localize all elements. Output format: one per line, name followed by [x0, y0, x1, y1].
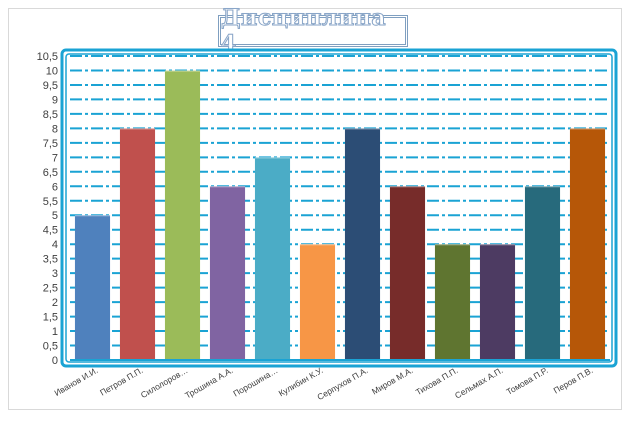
y-tick-label: 10,5	[37, 51, 58, 63]
plot-frame-inner	[65, 53, 613, 363]
bar	[74, 215, 111, 360]
x-tick-label: Силолоров…	[139, 365, 190, 400]
bar	[344, 128, 381, 360]
bar	[209, 186, 246, 360]
chart-title-box: Дисциплина 4	[218, 5, 408, 58]
y-tick-label: 2	[52, 297, 58, 309]
x-tick-label: Перов П.В.	[552, 365, 595, 395]
bar	[479, 244, 516, 360]
y-tick-label: 0,5	[43, 341, 58, 353]
y-tick-label: 3	[52, 268, 58, 280]
x-tick-label: Порошина…	[231, 365, 279, 399]
y-tick-label: 4,5	[43, 225, 58, 237]
x-tick-label: Миров М.А.	[370, 365, 415, 396]
y-tick-label: 6	[52, 181, 58, 193]
bar	[434, 244, 471, 360]
y-tick-label: 1,5	[43, 312, 58, 324]
x-tick-label: Трошина А.А.	[183, 365, 234, 400]
bar	[569, 128, 606, 360]
y-tick-label: 3,5	[43, 254, 58, 266]
bar	[119, 128, 156, 360]
y-tick-label: 10	[46, 65, 58, 77]
y-tick-label: 9,5	[43, 80, 58, 92]
y-tick-label: 1	[52, 326, 58, 338]
y-tick-label: 9	[52, 94, 58, 106]
bar	[389, 186, 426, 360]
bar	[299, 244, 336, 360]
y-tick-label: 0	[52, 355, 58, 367]
bar	[164, 70, 201, 360]
y-tick-label: 8,5	[43, 109, 58, 121]
x-tick-label: Сельмах А.П.	[453, 365, 504, 400]
bar	[524, 186, 561, 360]
y-tick-label: 7,5	[43, 138, 58, 150]
x-tick-label: Петров П.П.	[98, 365, 144, 398]
x-tick-label: Иванов И.И.	[52, 365, 99, 398]
y-tick-label: 5	[52, 210, 58, 222]
y-tick-label: 2,5	[43, 283, 58, 295]
y-tick-label: 5,5	[43, 196, 58, 208]
bar	[254, 157, 291, 360]
x-tick-label: Томова П.Р.	[504, 365, 549, 397]
y-tick-label: 7	[52, 152, 58, 164]
y-tick-label: 8	[52, 123, 58, 135]
y-tick-label: 6,5	[43, 167, 58, 179]
plot-frame-outer	[60, 48, 618, 368]
y-tick-label: 4	[52, 239, 58, 251]
x-tick-label: Серпухов П.А.	[315, 365, 369, 402]
